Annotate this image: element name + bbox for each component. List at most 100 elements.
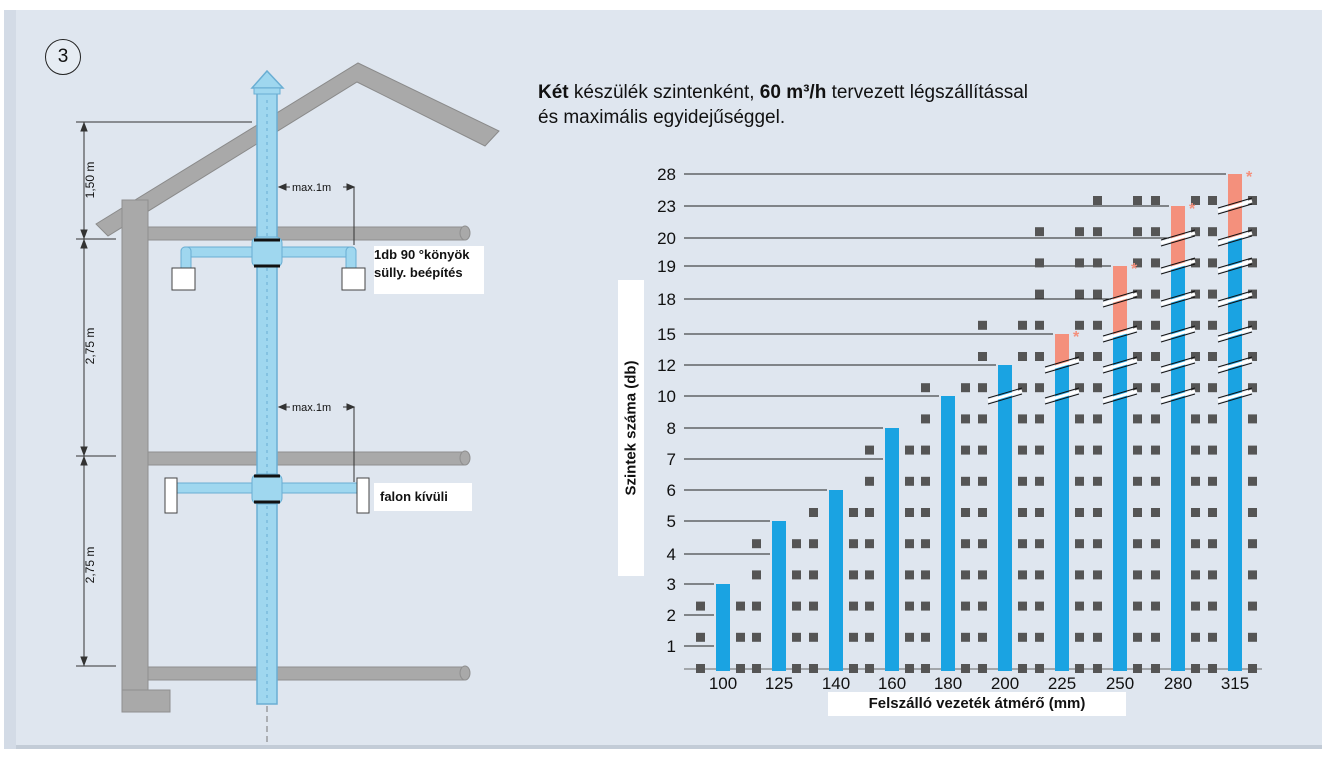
- device-square: [905, 632, 914, 642]
- device-square: [921, 414, 930, 424]
- break-mark: [987, 387, 1023, 405]
- device-square: [1075, 258, 1084, 268]
- device-square: [905, 664, 914, 673]
- device-square: [905, 601, 914, 611]
- device-square: [1208, 383, 1217, 393]
- device-square: [792, 539, 801, 549]
- device-square: [1208, 196, 1217, 205]
- device-square: [1093, 227, 1102, 237]
- device-square: [1151, 539, 1160, 549]
- device-square: [1248, 570, 1257, 580]
- device-square: [1035, 352, 1044, 361]
- break-mark: [1160, 257, 1196, 275]
- intro-bold-1: Két: [538, 82, 569, 103]
- y-tick-label: 8: [667, 419, 676, 438]
- x-tick-label: 180: [934, 674, 962, 693]
- device-square: [809, 632, 818, 642]
- device-square: [1208, 320, 1217, 330]
- device-square: [1075, 445, 1084, 455]
- device-square: [1075, 601, 1084, 611]
- device-square: [1035, 258, 1044, 268]
- break-mark: [1044, 387, 1080, 405]
- label-upper-line2: sülly. beépítés: [374, 265, 463, 280]
- x-tick-label: 280: [1164, 674, 1192, 693]
- height-dimension: [76, 121, 252, 667]
- device-square: [1075, 289, 1084, 299]
- y-tick-label: 28: [657, 165, 676, 184]
- device-square: [921, 570, 930, 580]
- device-square: [1075, 383, 1084, 393]
- break-mark: [1102, 387, 1138, 405]
- device-square: [1248, 320, 1257, 330]
- chart-gridlines: [684, 173, 1262, 670]
- label-upper-installation: 1db 90 °könyök sülly. beépítés: [374, 246, 484, 294]
- device-square: [1208, 414, 1217, 424]
- break-mark: [1160, 325, 1196, 343]
- device-square: [1151, 352, 1160, 361]
- device-square: [1035, 476, 1044, 486]
- device-square: [978, 320, 987, 330]
- device-square: [1151, 414, 1160, 424]
- device-square: [1093, 352, 1102, 361]
- device-square: [978, 476, 987, 486]
- bar: [1113, 334, 1127, 671]
- device-square: [921, 476, 930, 486]
- label-lower-installation: falon kívüli: [374, 483, 472, 511]
- break-mark: [1160, 387, 1196, 405]
- device-square: [696, 664, 705, 673]
- device-square: [1093, 258, 1102, 268]
- y-tick-label: 5: [667, 512, 676, 531]
- device-square: [1248, 414, 1257, 424]
- device-square: [865, 508, 874, 517]
- device-square: [1018, 664, 1027, 673]
- device-square: [1018, 414, 1027, 424]
- device-upper-left: [171, 267, 196, 291]
- device-square: [752, 570, 761, 580]
- device-square: [978, 570, 987, 580]
- device-square: [1035, 383, 1044, 393]
- device-square: [1133, 414, 1142, 424]
- device-square: [865, 476, 874, 486]
- device-square: [1191, 196, 1200, 205]
- device-square: [1093, 508, 1102, 517]
- device-square: [1248, 196, 1257, 205]
- device-square: [1151, 632, 1160, 642]
- device-square: [1093, 601, 1102, 611]
- device-square: [1151, 664, 1160, 673]
- intro-line-2: és maximális egyidejűséggel.: [538, 107, 786, 128]
- device-square: [1075, 632, 1084, 642]
- figure-number-badge: 3: [45, 39, 81, 75]
- device-square: [1075, 320, 1084, 330]
- device-square: [1093, 289, 1102, 299]
- device-square: [1093, 476, 1102, 486]
- device-square: [1191, 664, 1200, 673]
- chart-break-marks: [987, 197, 1253, 405]
- device-square: [1133, 632, 1142, 642]
- device-square: [1248, 258, 1257, 268]
- device-square: [865, 632, 874, 642]
- device-square: [1191, 508, 1200, 517]
- device-square: [961, 539, 970, 549]
- device-square: [1075, 570, 1084, 580]
- break-mark: [1217, 290, 1253, 308]
- device-square: [921, 508, 930, 517]
- device-square: [1191, 601, 1200, 611]
- device-square: [809, 570, 818, 580]
- outer-wall: [121, 199, 149, 713]
- device-square: [1248, 664, 1257, 673]
- device-square: [978, 352, 987, 361]
- break-mark: [1102, 325, 1138, 343]
- device-square: [1018, 570, 1027, 580]
- device-square: [961, 508, 970, 517]
- y-tick-label: 6: [667, 481, 676, 500]
- device-square: [1151, 383, 1160, 393]
- device-square: [1133, 320, 1142, 330]
- device-square: [1208, 476, 1217, 486]
- intro-text: Két készülék szintenként, 60 m³/h tervez…: [538, 80, 1028, 130]
- device-square: [1035, 414, 1044, 424]
- x-tick-label: 125: [765, 674, 793, 693]
- device-square: [1035, 539, 1044, 549]
- bar-star: *: [1189, 201, 1196, 218]
